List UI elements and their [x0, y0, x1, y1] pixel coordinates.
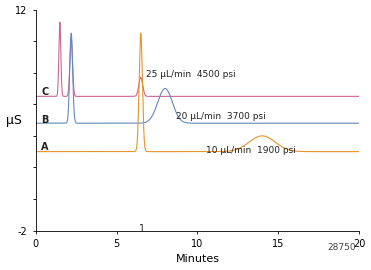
Text: 10 μL/min  1900 psi: 10 μL/min 1900 psi — [206, 146, 295, 154]
Y-axis label: μS: μS — [6, 114, 22, 127]
Text: 20 μL/min  3700 psi: 20 μL/min 3700 psi — [176, 112, 266, 122]
Text: A: A — [41, 142, 49, 152]
X-axis label: Minutes: Minutes — [175, 254, 219, 264]
Text: 25 μL/min  4500 psi: 25 μL/min 4500 psi — [146, 70, 235, 79]
Text: C: C — [41, 87, 49, 97]
Text: 1: 1 — [138, 224, 145, 234]
Text: 28750: 28750 — [327, 243, 356, 252]
Text: B: B — [41, 115, 49, 125]
